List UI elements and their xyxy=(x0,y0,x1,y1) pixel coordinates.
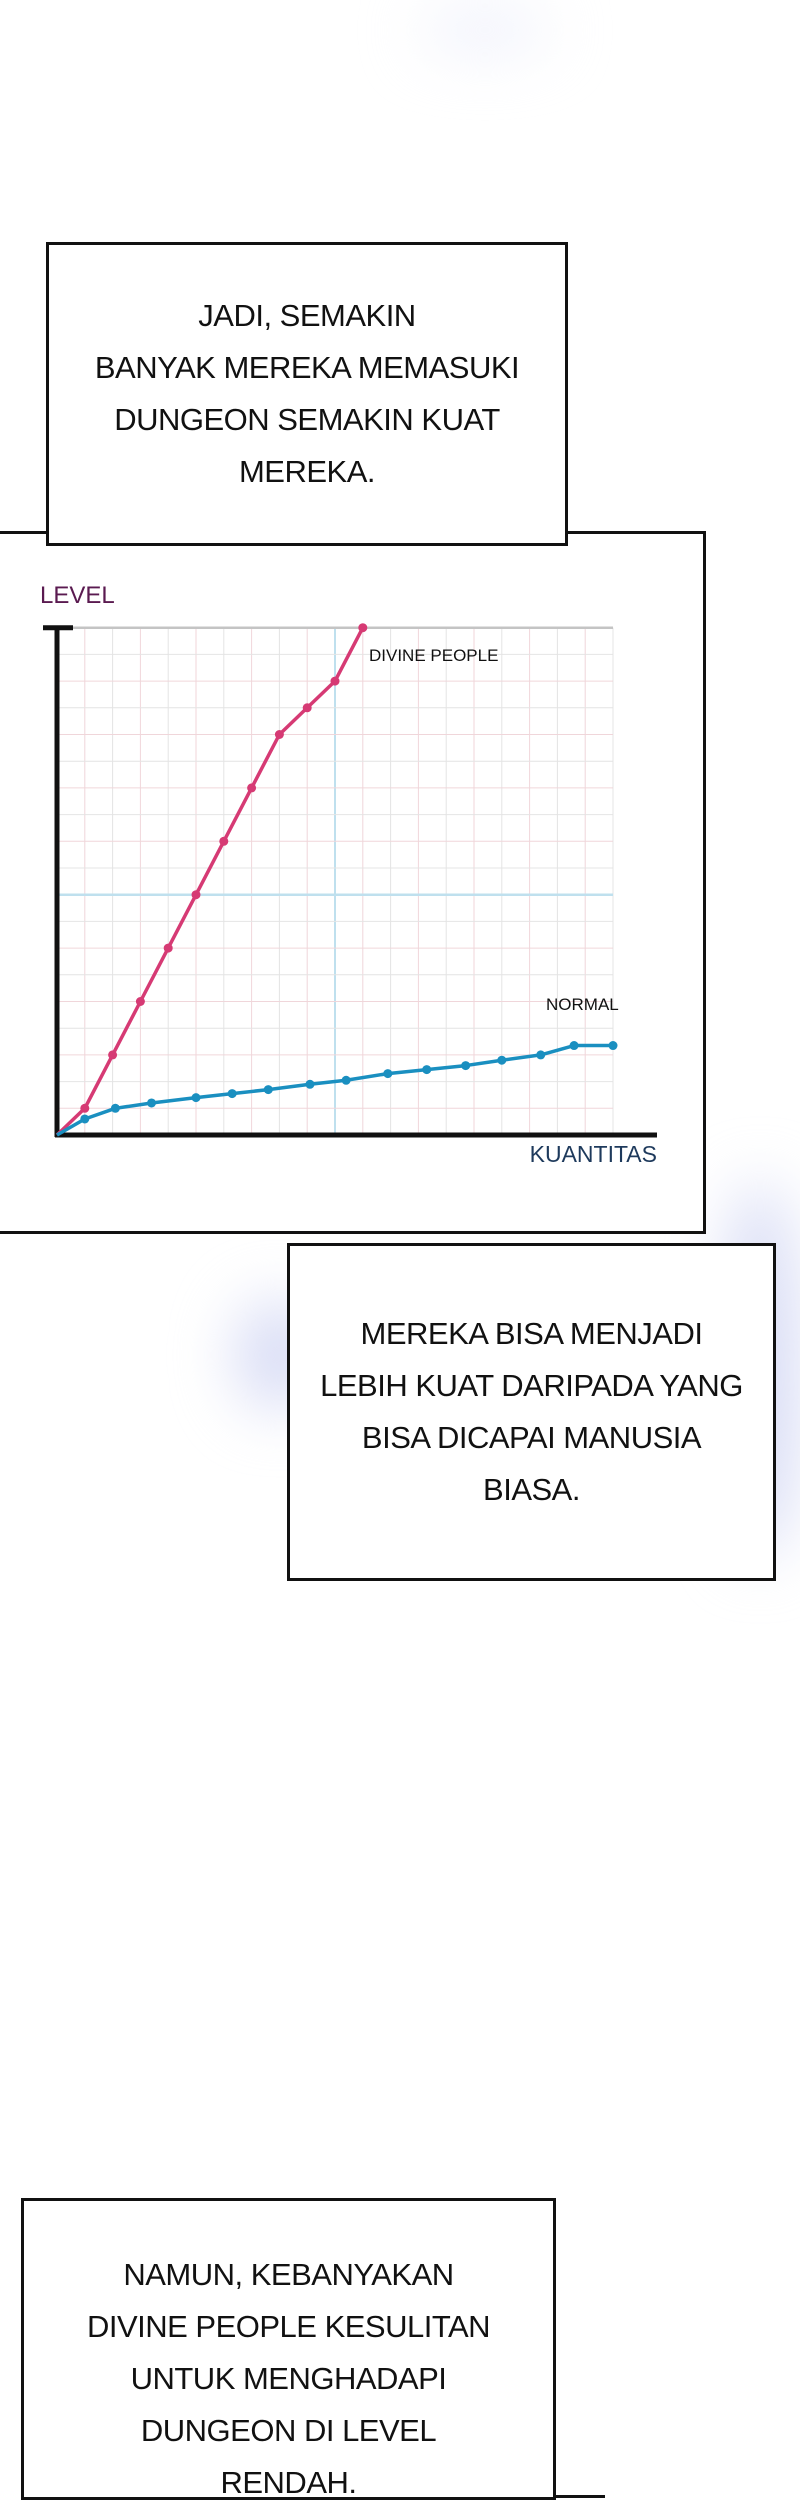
background-blur xyxy=(420,10,550,50)
data-point xyxy=(147,1098,157,1108)
data-point xyxy=(163,943,173,953)
data-point xyxy=(110,1103,120,1113)
data-point xyxy=(608,1041,618,1051)
caption-text: MEREKA BISA MENJADI LEBIH KUAT DARIPADA … xyxy=(320,1308,743,1516)
data-point xyxy=(191,1093,201,1103)
x-axis-label: KUANTITAS xyxy=(530,1141,657,1167)
caption-line: MEREKA. xyxy=(238,454,376,489)
caption-line: DUNGEON SEMAKIN KUAT xyxy=(114,402,500,437)
caption-line: MEREKA BISA MENJADI xyxy=(360,1316,703,1351)
caption-line: BIASA. xyxy=(483,1472,580,1507)
data-point xyxy=(461,1061,471,1071)
data-point xyxy=(80,1103,90,1113)
caption-line: RENDAH. xyxy=(220,2465,357,2500)
data-point xyxy=(422,1065,432,1075)
data-point xyxy=(80,1114,90,1124)
data-point xyxy=(383,1069,393,1079)
data-point xyxy=(135,997,145,1006)
caption-box-2: MEREKA BISA MENJADI LEBIH KUAT DARIPADA … xyxy=(287,1243,776,1581)
caption-line: BANYAK MEREKA MEMASUKI xyxy=(94,350,520,385)
data-point xyxy=(227,1089,237,1099)
series-label-divine-people: DIVINE PEOPLE xyxy=(369,646,498,665)
caption-line: UNTUK MENGHADAPI xyxy=(130,2361,447,2396)
data-point xyxy=(341,1075,351,1085)
caption-text: JADI, SEMAKIN BANYAK MEREKA MEMASUKI DUN… xyxy=(94,290,520,498)
caption-box-3: NAMUN, KEBANYAKAN DIVINE PEOPLE KESULITA… xyxy=(21,2198,556,2500)
caption-text: NAMUN, KEBANYAKAN DIVINE PEOPLE KESULITA… xyxy=(86,2249,491,2509)
data-point xyxy=(274,730,284,739)
data-point xyxy=(302,703,312,713)
data-point xyxy=(305,1079,315,1089)
data-point xyxy=(536,1050,546,1060)
panel-border-fragment xyxy=(555,2495,605,2498)
caption-line: NAMUN, KEBANYAKAN xyxy=(123,2257,454,2292)
caption-line: DIVINE PEOPLE KESULITAN xyxy=(86,2309,491,2344)
caption-box-1: JADI, SEMAKIN BANYAK MEREKA MEMASUKI DUN… xyxy=(46,242,568,546)
level-chart: LEVEL KUANTITAS DIVINE PEOPLE NORMAL xyxy=(40,582,657,1167)
caption-line: LEBIH KUAT DARIPADA YANG xyxy=(320,1368,743,1403)
caption-line: JADI, SEMAKIN xyxy=(198,298,416,333)
caption-line: BISA DICAPAI MANUSIA xyxy=(361,1420,702,1455)
data-point xyxy=(330,676,340,686)
data-point xyxy=(569,1041,579,1051)
series-line-normal xyxy=(56,1043,613,1137)
data-point xyxy=(191,890,201,900)
data-point xyxy=(497,1055,507,1065)
y-axis-label: LEVEL xyxy=(40,582,115,609)
series-label-normal: NORMAL xyxy=(546,995,619,1014)
data-point xyxy=(263,1085,273,1095)
series-line-divine-people xyxy=(55,626,365,1137)
caption-line: DUNGEON DI LEVEL xyxy=(140,2413,437,2448)
data-point xyxy=(358,623,368,633)
data-point xyxy=(247,783,257,793)
data-point xyxy=(108,1050,118,1060)
data-point xyxy=(219,836,229,846)
